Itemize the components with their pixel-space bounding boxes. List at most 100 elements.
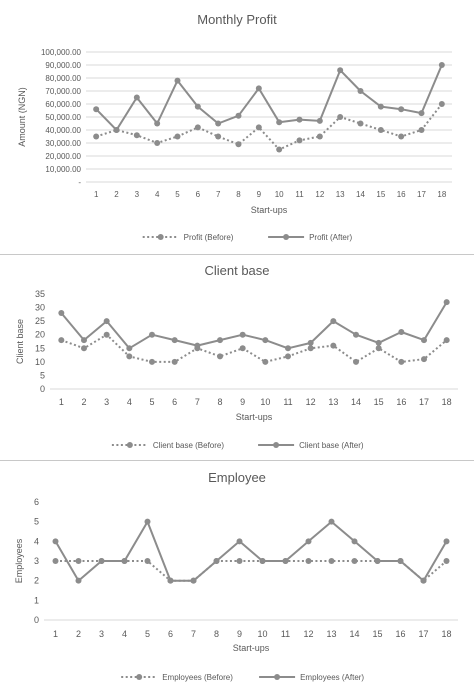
data-point-after: [351, 538, 358, 545]
data-point-after: [126, 345, 133, 352]
legend-label: Employees (After): [300, 673, 364, 682]
x-tick-label: 7: [216, 190, 221, 199]
y-tick-label: 3: [34, 556, 39, 566]
series-line-before: [60, 333, 448, 363]
chart-legend: Employees (Before) Employees (After): [121, 673, 364, 682]
y-tick-label: 40,000.00: [45, 126, 81, 135]
series-line-after: [60, 301, 448, 350]
data-point-before: [171, 358, 178, 365]
data-point-before: [351, 558, 358, 564]
y-axis-title: Client base: [15, 319, 25, 364]
y-axis-title: Amount (NGN): [17, 87, 27, 147]
x-tick-label: 3: [135, 190, 140, 199]
data-point-before: [328, 558, 335, 564]
data-point-after: [174, 77, 181, 84]
y-tick-label: 4: [34, 536, 39, 546]
x-tick-label: 11: [283, 397, 292, 407]
x-tick-label: 8: [217, 397, 222, 407]
x-tick-label: 1: [59, 397, 64, 407]
data-point-after: [213, 558, 220, 564]
data-point-after: [235, 112, 242, 119]
data-point-after: [98, 558, 105, 564]
x-tick-label: 5: [145, 629, 150, 639]
legend-marker: [126, 442, 133, 448]
data-point-before: [239, 345, 246, 352]
data-point-before: [377, 127, 384, 133]
employee-chart-panel: Employee 0 1 2 3 4 5 6 1 2 3 4 5 6 7 8 9 10 11 12 13 14 15 16 17…: [0, 463, 474, 693]
data-point-before: [52, 558, 59, 564]
x-tick-label: 8: [236, 190, 241, 199]
monthly-profit-chart: Monthly Profit - 10,000.00 20,000.00 30,000.…: [17, 12, 452, 242]
data-point-after: [93, 106, 100, 113]
legend-label: Profit (Before): [184, 233, 234, 242]
client-base-chart-panel: Client base 0 5 10 15 20 25 30 35 1 2 3 4 5 6 7 8 9 10 11 12…: [0, 257, 474, 457]
legend-marker: [283, 234, 290, 240]
x-tick-label: 9: [237, 629, 242, 639]
x-tick-label: 18: [437, 190, 446, 199]
data-point-before: [316, 133, 323, 140]
y-tick-label: 60,000.00: [45, 100, 81, 109]
chart-legend: Profit (Before) Profit (After): [142, 233, 353, 242]
x-tick-label: 17: [418, 629, 428, 639]
data-point-after: [167, 577, 174, 584]
data-point-before: [58, 337, 65, 344]
data-point-after: [217, 337, 223, 344]
x-tick-label: 10: [260, 397, 270, 407]
data-point-after: [305, 538, 312, 545]
x-tick-label: 9: [257, 190, 262, 199]
legend-label: Client base (After): [299, 441, 364, 450]
y-tick-label: 50,000.00: [45, 113, 81, 122]
y-tick-label: 0: [40, 384, 45, 394]
data-point-after: [149, 331, 155, 338]
legend-label: Employees (Before): [162, 673, 233, 682]
y-tick-label: -: [78, 178, 81, 187]
legend-label: Profit (After): [309, 233, 352, 242]
x-tick-label: 14: [356, 190, 365, 199]
data-point-after: [255, 85, 262, 92]
x-tick-label: 2: [81, 397, 86, 407]
x-tick-label: 15: [372, 629, 382, 639]
data-point-before: [103, 331, 110, 338]
data-point-after: [307, 339, 314, 346]
data-point-after: [353, 331, 359, 338]
data-point-after: [282, 558, 289, 564]
x-tick-label: 10: [275, 190, 284, 199]
data-point-before: [262, 358, 269, 365]
x-tick-label: 6: [172, 397, 177, 407]
data-point-after: [194, 103, 201, 110]
chart-legend: Client base (Before) Client base (After): [111, 441, 364, 450]
data-point-after: [375, 339, 382, 346]
y-tick-label: 10: [35, 357, 45, 367]
y-tick-label: 30,000.00: [45, 139, 81, 148]
x-tick-label: 5: [175, 190, 180, 199]
x-tick-label: 7: [195, 397, 200, 407]
x-tick-label: 12: [315, 190, 324, 199]
data-point-before: [174, 133, 181, 140]
data-point-before: [194, 124, 201, 131]
x-tick-label: 16: [396, 397, 406, 407]
data-point-after: [144, 518, 151, 525]
data-point-after: [194, 342, 201, 349]
data-point-before: [217, 353, 223, 360]
data-point-after: [438, 62, 445, 68]
y-tick-label: 20,000.00: [45, 152, 81, 161]
data-point-after: [316, 117, 323, 124]
x-tick-label: 13: [326, 629, 336, 639]
x-tick-label: 17: [417, 190, 426, 199]
data-point-before: [296, 137, 303, 144]
data-point-before: [305, 558, 312, 564]
series-line-before: [95, 103, 443, 151]
y-tick-label: 1: [34, 595, 39, 605]
data-point-after: [215, 120, 222, 127]
x-tick-label: 16: [395, 629, 405, 639]
data-point-before: [443, 558, 450, 564]
data-point-before: [307, 345, 314, 352]
y-tick-label: 15: [35, 343, 45, 353]
data-point-after: [52, 538, 59, 545]
data-point-before: [255, 124, 262, 131]
x-tick-label: 16: [397, 190, 406, 199]
data-point-after: [398, 106, 405, 113]
data-point-after: [418, 110, 425, 117]
legend-marker: [157, 234, 164, 240]
